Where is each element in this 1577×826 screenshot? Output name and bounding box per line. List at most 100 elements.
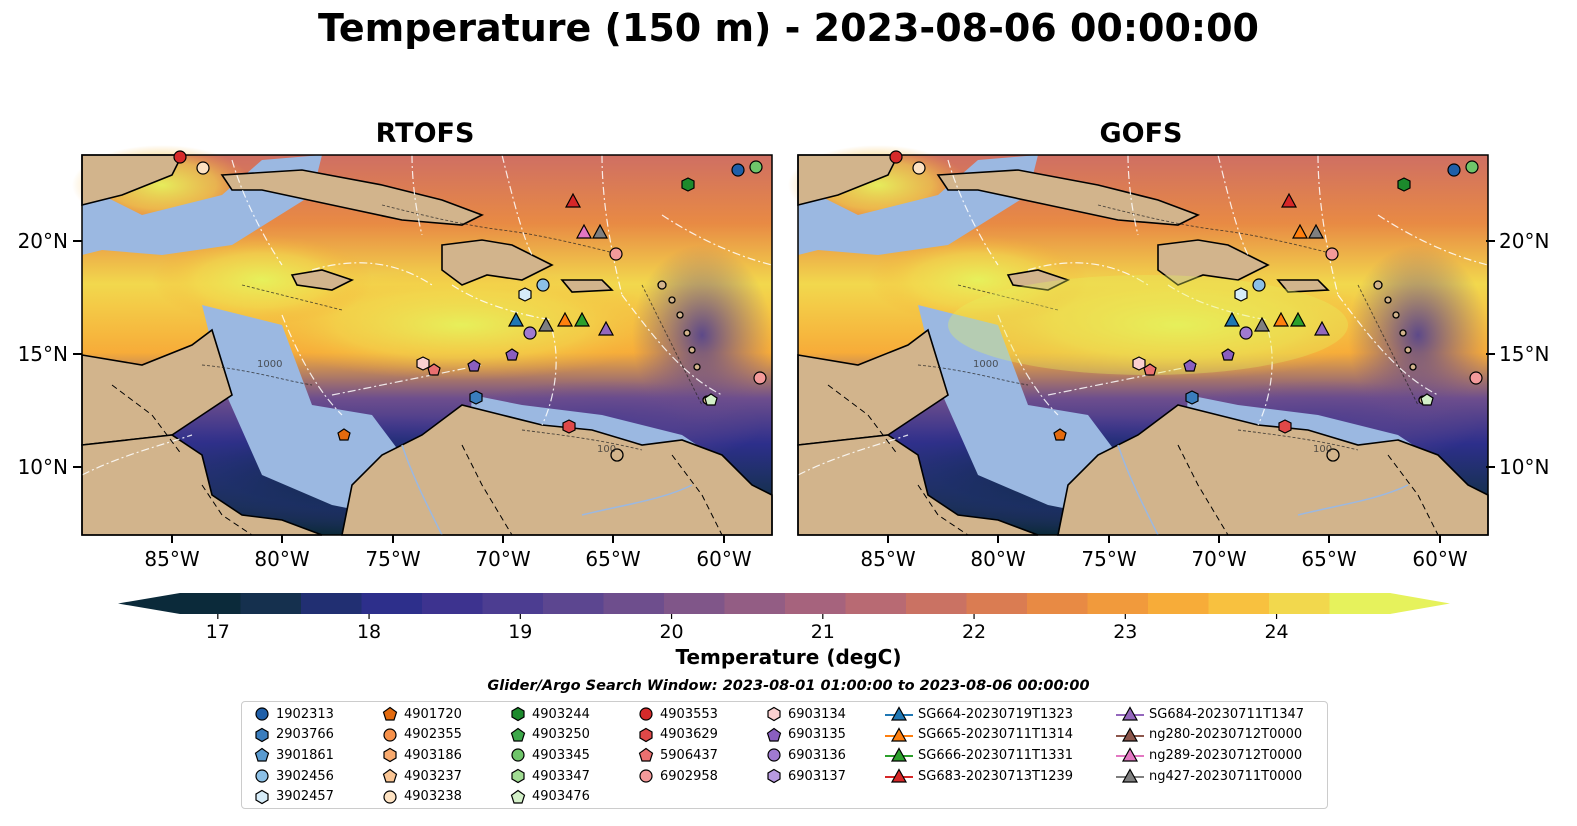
legend-item: 4901720 xyxy=(380,704,462,724)
legend-item: 4902355 xyxy=(380,725,462,745)
colorbar-tick-label: 17 xyxy=(206,621,230,643)
argo-marker-icon xyxy=(766,727,782,742)
legend-item: 6902958 xyxy=(636,766,718,786)
legend: 1902313 2903766 3901861 3902456 3902457 49017… xyxy=(241,701,1328,809)
legend-item: 3902457 xyxy=(252,787,334,807)
lon-label-60w: 60°W xyxy=(696,547,751,571)
colorbar-tick-label: 20 xyxy=(659,621,683,643)
colorbar-label: Temperature (degC) xyxy=(675,645,902,669)
colorbar-extend-max xyxy=(1390,593,1450,614)
colorbar-segment xyxy=(422,593,484,614)
legend-item: 3901861 xyxy=(252,745,334,765)
legend-item: 2903766 xyxy=(252,725,334,745)
legend-item: 4903347 xyxy=(508,766,590,786)
legend-item: 6903134 xyxy=(764,704,846,724)
legend-label: 4903476 xyxy=(532,789,590,805)
search-window-text: Glider/Argo Search Window: 2023-08-01 01… xyxy=(487,678,1090,694)
glider-marker-icon xyxy=(1116,768,1144,783)
legend-label: 4903238 xyxy=(404,789,462,805)
legend-label: 1902313 xyxy=(276,706,334,722)
argo-marker-icon xyxy=(382,706,398,721)
argo-marker-icon xyxy=(383,728,397,742)
legend-item: SG684-20230711T1347 xyxy=(1115,704,1304,724)
lon-label-70w: 70°W xyxy=(475,547,530,571)
argo-marker-icon xyxy=(255,707,269,721)
colorbar-tick-label: 22 xyxy=(962,621,986,643)
legend-label: 3902457 xyxy=(276,789,334,805)
colorbar-segment xyxy=(845,593,907,614)
glider-marker-icon xyxy=(1116,747,1144,762)
legend-label: 4903345 xyxy=(532,747,590,763)
colorbar-segment xyxy=(180,593,242,614)
argo-marker-icon xyxy=(383,748,397,763)
colorbar-tick-label: 23 xyxy=(1113,621,1137,643)
lon-label-65w-gofs: 65°W xyxy=(1301,547,1356,571)
lat-label-10n: 10°N xyxy=(18,455,68,479)
legend-item: 4903553 xyxy=(636,704,718,724)
legend-item: 6903135 xyxy=(764,725,846,745)
lon-label-80w-gofs: 80°W xyxy=(970,547,1025,571)
legend-label: 6903136 xyxy=(788,747,846,763)
glider-marker-icon xyxy=(885,768,913,783)
legend-item: SG683-20230713T1239 xyxy=(884,766,1073,786)
legend-item: 6903137 xyxy=(764,766,846,786)
legend-label: 3901861 xyxy=(276,747,334,763)
colorbar-segment xyxy=(724,593,786,614)
colorbar-segment xyxy=(543,593,605,614)
colorbar-segment xyxy=(603,593,665,614)
lat-label-20n: 20°N xyxy=(18,229,68,253)
legend-item: 5906437 xyxy=(636,745,718,765)
colorbar: 17 18 19 20 21 22 23 24 xyxy=(118,593,1450,643)
colorbar-segment xyxy=(482,593,544,614)
legend-label: ng427-20230711T0000 xyxy=(1149,768,1303,784)
legend-label: 6902958 xyxy=(660,768,718,784)
map-panel-rtofs xyxy=(71,144,773,536)
panel-title-gofs: GOFS xyxy=(1099,118,1183,149)
legend-label: 4903186 xyxy=(404,747,462,763)
legend-label: SG683-20230713T1239 xyxy=(918,768,1074,784)
legend-label: 5906437 xyxy=(660,747,718,763)
colorbar-segment xyxy=(785,593,847,614)
colorbar-segment xyxy=(1208,593,1270,614)
legend-label: 6903135 xyxy=(788,727,846,743)
colorbar-segment xyxy=(1329,593,1391,614)
lon-label-75w: 75°W xyxy=(365,547,420,571)
legend-item: 4903238 xyxy=(380,787,462,807)
glider-marker-icon xyxy=(1116,726,1144,742)
colorbar-segment xyxy=(240,593,302,614)
argo-marker-icon xyxy=(638,748,654,762)
legend-label: 6903134 xyxy=(788,706,846,722)
legend-item: 4903237 xyxy=(380,766,462,786)
glider-marker-icon xyxy=(1116,706,1144,721)
legend-item: ng280-20230712T0000 xyxy=(1115,725,1302,745)
colorbar-segment xyxy=(1027,593,1089,614)
lon-label-80w: 80°W xyxy=(254,547,309,571)
lon-label-70w-gofs: 70°W xyxy=(1191,547,1246,571)
legend-label: 4903250 xyxy=(532,727,590,743)
argo-marker-icon xyxy=(639,707,653,721)
legend-item: 4903476 xyxy=(508,787,590,807)
colorbar-tick-label: 24 xyxy=(1264,621,1288,643)
colorbar-extend-min xyxy=(118,593,180,614)
glider-marker-icon xyxy=(885,726,913,742)
argo-marker-icon xyxy=(255,789,269,804)
colorbar-tick-label: 18 xyxy=(357,621,381,643)
legend-item: 4903186 xyxy=(380,745,462,765)
colorbar-segment xyxy=(1269,593,1331,614)
legend-label: 4903553 xyxy=(660,706,718,722)
colorbar-segment xyxy=(664,593,726,614)
obs-markers-rtofs xyxy=(173,150,767,441)
legend-label: 4903629 xyxy=(660,727,718,743)
legend-label: 4902355 xyxy=(404,727,462,743)
legend-label: 4903244 xyxy=(532,706,590,722)
lon-label-60w-gofs: 60°W xyxy=(1412,547,1467,571)
legend-label: 3902456 xyxy=(276,768,334,784)
lon-label-85w: 85°W xyxy=(144,547,199,571)
lon-label-85w-gofs: 85°W xyxy=(860,547,915,571)
lat-label-15n-right: 15°N xyxy=(1499,342,1549,366)
argo-marker-icon xyxy=(510,727,526,742)
legend-label: 6903137 xyxy=(788,768,846,784)
legend-item: 4903250 xyxy=(508,725,590,745)
lon-label-65w: 65°W xyxy=(585,547,640,571)
legend-label: SG684-20230711T1347 xyxy=(1149,706,1305,722)
